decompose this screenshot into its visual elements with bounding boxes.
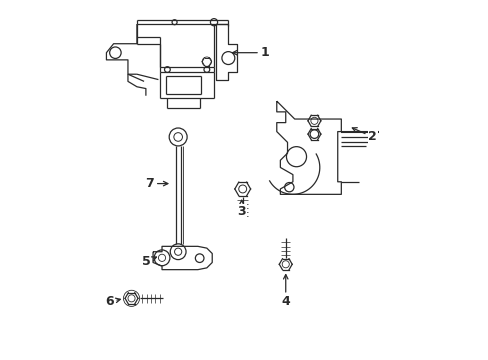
Text: 7: 7 — [145, 177, 167, 190]
Text: 3: 3 — [237, 200, 245, 218]
Text: 1: 1 — [232, 46, 269, 59]
Text: 6: 6 — [105, 296, 120, 309]
Text: 4: 4 — [281, 275, 289, 309]
Text: 2: 2 — [351, 128, 376, 144]
Text: 5: 5 — [142, 255, 156, 268]
